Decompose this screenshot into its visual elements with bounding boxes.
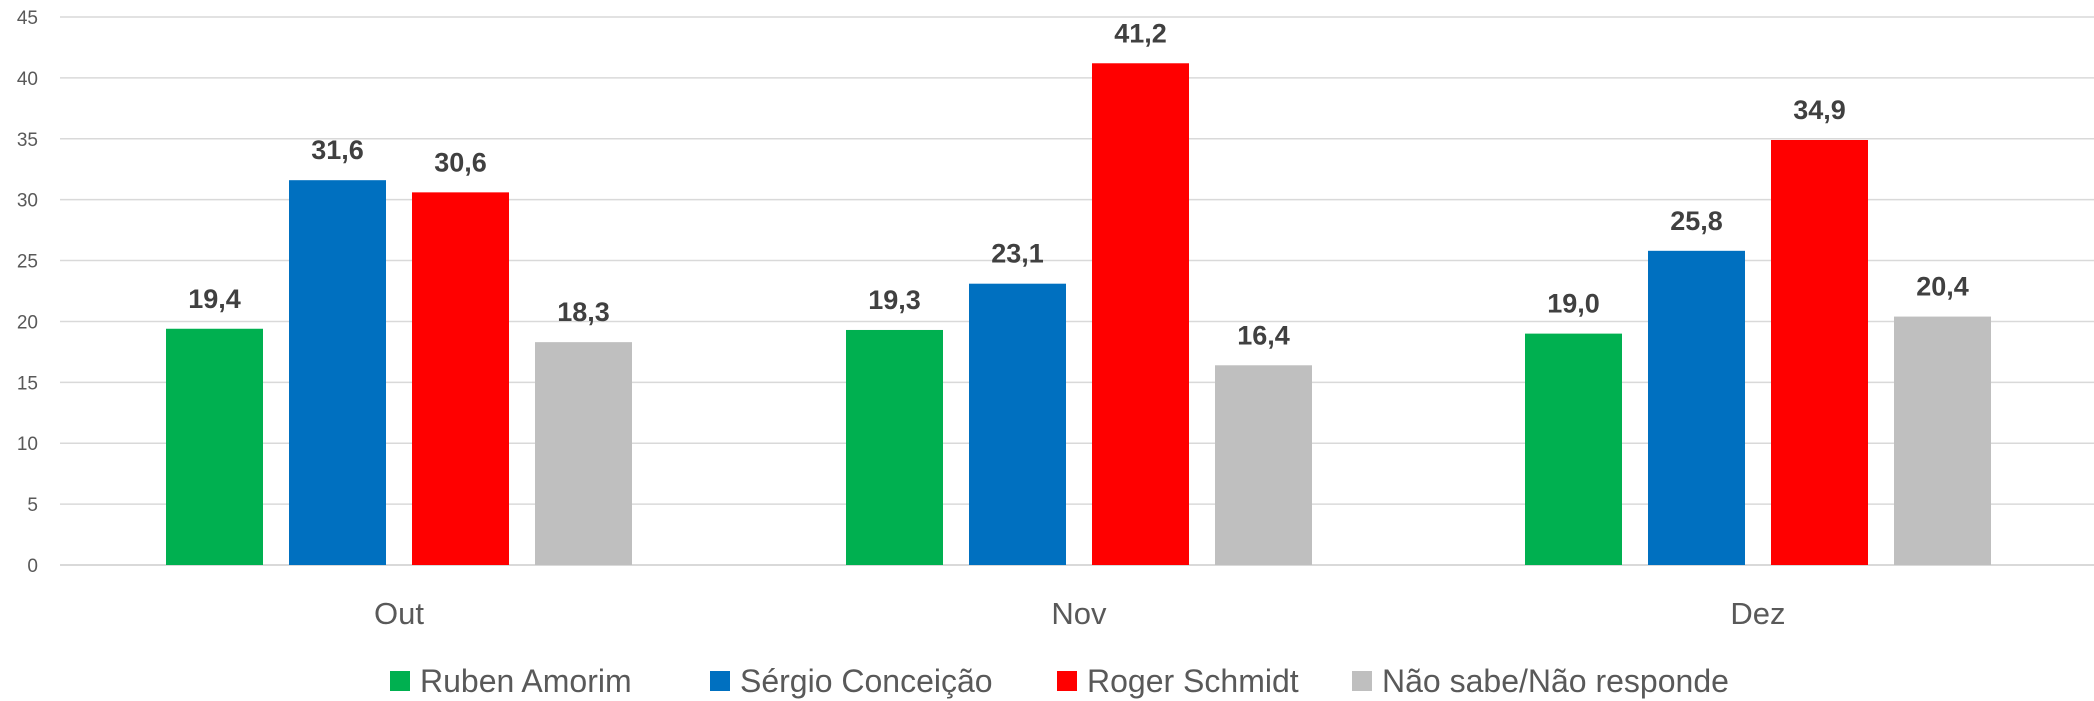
legend-swatch-series-1 [710,671,730,691]
bars [166,63,1991,566]
x-category-label-nov: Nov [1051,596,1107,631]
legend: Ruben Amorim Sérgio Conceição Roger Schmid… [390,663,1729,699]
legend-swatch-series-2 [1057,671,1077,691]
bar-nov-series-3 [1215,365,1312,565]
bar-out-series-3 [535,342,632,565]
gridlines [60,16,2094,566]
y-tick-label-30: 30 [17,191,38,212]
y-tick-label-45: 45 [17,8,38,29]
bar-dez-series-0 [1525,333,1622,565]
data-label-dez-series-0: 19,0 [1547,289,1600,319]
y-tick-label-40: 40 [17,69,38,90]
legend-label-series-1: Sérgio Conceição [740,663,993,699]
y-tick-label-5: 5 [27,495,38,516]
y-tick-label-20: 20 [17,312,38,333]
legend-label-series-2: Roger Schmidt [1087,663,1299,699]
bar-dez-series-1 [1648,250,1745,565]
legend-label-series-0: Ruben Amorim [420,663,632,699]
y-tick-label-15: 15 [17,373,38,394]
data-label-dez-series-1: 25,8 [1670,206,1723,236]
bar-out-series-2 [412,192,509,566]
data-labels: 19,4 31,6 30,6 18,3 19,3 23,1 41,2 16,4 19,0 25,8… [188,18,1969,350]
data-label-out-series-3: 18,3 [557,297,610,327]
data-label-dez-series-3: 20,4 [1916,272,1969,302]
data-label-dez-series-2: 34,9 [1793,95,1846,125]
data-label-out-series-1: 31,6 [311,135,364,165]
legend-label-series-3: Não sabe/Não responde [1382,663,1729,699]
data-label-nov-series-0: 19,3 [868,285,921,315]
data-label-nov-series-2: 41,2 [1114,18,1167,48]
y-tick-label-35: 35 [17,130,38,151]
x-category-label-dez: Dez [1730,596,1785,631]
y-tick-label-0: 0 [27,556,38,577]
data-label-out-series-0: 19,4 [188,284,241,314]
data-label-nov-series-1: 23,1 [991,239,1044,269]
x-category-label-out: Out [374,596,424,631]
data-label-out-series-2: 30,6 [434,147,487,177]
x-axis-category-labels: Out Nov Dez [374,596,1786,631]
y-tick-label-10: 10 [17,434,38,455]
legend-swatch-series-0 [390,671,410,691]
bar-nov-series-0 [846,329,943,565]
y-tick-label-25: 25 [17,252,38,273]
bar-nov-series-1 [969,283,1066,565]
legend-swatch-series-3 [1352,671,1372,691]
bar-out-series-1 [289,180,386,565]
bar-out-series-0 [166,328,263,565]
y-axis-tick-labels: 0 5 10 15 20 25 30 35 40 45 [17,8,38,577]
data-label-nov-series-3: 16,4 [1237,320,1290,350]
bar-dez-series-3 [1894,316,1991,565]
bar-nov-series-2 [1092,63,1189,566]
bar-dez-series-2 [1771,139,1868,566]
